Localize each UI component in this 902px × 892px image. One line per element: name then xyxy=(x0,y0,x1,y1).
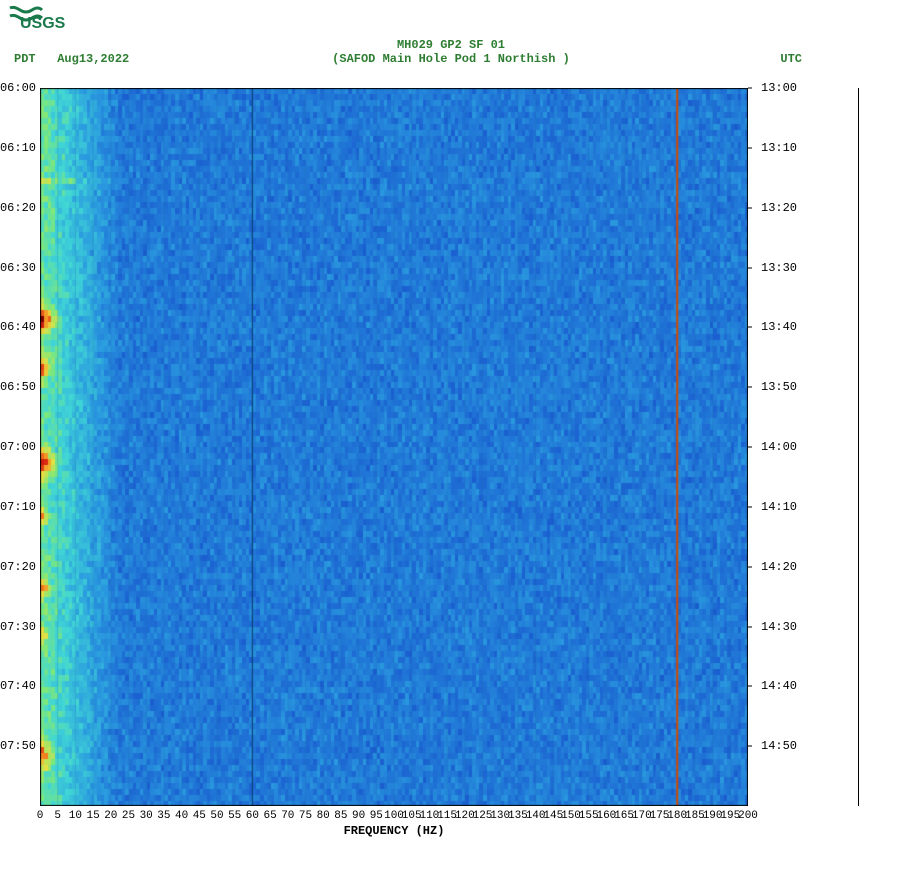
y-tick-left: 06:10 xyxy=(0,141,36,155)
y-tick-left: 06:40 xyxy=(0,320,36,334)
y-tick-right: 14:40 xyxy=(761,679,797,693)
usgs-logo: USGS xyxy=(8,4,98,34)
x-tick: 70 xyxy=(281,810,294,822)
y-tick-left: 07:40 xyxy=(0,679,36,693)
timezone-and-date: PDT Aug13,2022 xyxy=(14,52,129,66)
y-tick-right: 13:20 xyxy=(761,201,797,215)
x-tick: 65 xyxy=(263,810,276,822)
y-tick-left: 07:50 xyxy=(0,739,36,753)
y-tick-right: 13:10 xyxy=(761,141,797,155)
y-tick-left: 07:00 xyxy=(0,440,36,454)
x-tick: 35 xyxy=(157,810,170,822)
x-tick: 50 xyxy=(210,810,223,822)
x-tick: 80 xyxy=(317,810,330,822)
x-tick: 10 xyxy=(69,810,82,822)
y-tick-right: 14:20 xyxy=(761,560,797,574)
x-tick: 60 xyxy=(246,810,259,822)
x-tick: 25 xyxy=(122,810,135,822)
y-tick-right: 13:30 xyxy=(761,261,797,275)
y-tick-left: 06:30 xyxy=(0,261,36,275)
x-tick: 40 xyxy=(175,810,188,822)
x-tick: 30 xyxy=(140,810,153,822)
x-tick: 75 xyxy=(299,810,312,822)
y-tick-right: 13:00 xyxy=(761,81,797,95)
left-tz: PDT xyxy=(14,52,36,66)
y-tick-left: 06:50 xyxy=(0,380,36,394)
y-tick-right: 14:00 xyxy=(761,440,797,454)
y-tick-left: 06:00 xyxy=(0,81,36,95)
y-tick-left: 06:20 xyxy=(0,201,36,215)
y-tick-right: 13:50 xyxy=(761,380,797,394)
y-tick-left: 07:30 xyxy=(0,620,36,634)
y-tick-left: 07:10 xyxy=(0,500,36,514)
x-axis-label: FREQUENCY (HZ) xyxy=(40,824,748,838)
x-tick: 200 xyxy=(738,810,758,822)
x-tick: 90 xyxy=(352,810,365,822)
x-tick: 45 xyxy=(193,810,206,822)
colorbar-placeholder xyxy=(858,88,859,806)
y-tick-right: 14:50 xyxy=(761,739,797,753)
x-tick: 85 xyxy=(334,810,347,822)
y-tick-left: 07:20 xyxy=(0,560,36,574)
chart-title: MH029 GP2 SF 01 xyxy=(0,38,902,52)
y-tick-right: 14:30 xyxy=(761,620,797,634)
svg-text:USGS: USGS xyxy=(20,15,66,32)
spectrogram-canvas xyxy=(40,88,748,806)
x-tick: 5 xyxy=(54,810,61,822)
x-tick: 15 xyxy=(86,810,99,822)
x-tick: 95 xyxy=(370,810,383,822)
y-tick-right: 14:10 xyxy=(761,500,797,514)
spectrogram-plot xyxy=(40,88,748,806)
y-tick-right: 13:40 xyxy=(761,320,797,334)
chart-subtitle: (SAFOD Main Hole Pod 1 Northish ) xyxy=(0,52,902,66)
right-tz: UTC xyxy=(780,52,802,66)
x-tick: 0 xyxy=(37,810,44,822)
date: Aug13,2022 xyxy=(57,52,129,66)
x-tick: 20 xyxy=(104,810,117,822)
x-tick: 55 xyxy=(228,810,241,822)
